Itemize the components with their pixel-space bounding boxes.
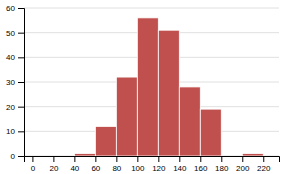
- x-tick-label: 140: [173, 164, 187, 173]
- plot: 0 20 40 60 80 100 120 140 160 180 200 220 0 10 20 30 40 5…: [6, 4, 279, 173]
- x-tick-mark: [221, 156, 222, 162]
- x-tick-label: 0: [31, 164, 36, 173]
- x-tick-mark: [242, 156, 243, 162]
- x-tick-label: 220: [257, 164, 271, 173]
- x-tick: 40: [70, 156, 79, 173]
- y-tick-label: 40: [6, 53, 15, 62]
- x-tick: 60: [91, 156, 100, 173]
- y-tick-mark: [18, 156, 24, 157]
- y-tick-label: 10: [6, 127, 15, 136]
- y-tick: 10: [6, 127, 24, 136]
- bar: [95, 126, 116, 156]
- x-axis: 0 20 40 60 80 100 120 140 160 180 200 220: [25, 156, 280, 173]
- x-tick-mark: [74, 156, 75, 162]
- x-tick-label: 200: [236, 164, 250, 173]
- x-tick: 0: [31, 156, 36, 173]
- y-tick: 40: [6, 53, 24, 62]
- y-tick-label: 50: [6, 29, 15, 38]
- chart: 0 20 40 60 80 100 120 140 160 180 200 220 0 10 20 30 40 5…: [0, 0, 289, 174]
- bar: [221, 156, 242, 157]
- bar: [74, 154, 95, 156]
- bar: [32, 156, 53, 157]
- x-tick-label: 180: [215, 164, 229, 173]
- x-tick-mark: [137, 156, 138, 162]
- x-tick-label: 120: [152, 164, 166, 173]
- y-axis: 0 10 20 30 40 50 60: [6, 4, 24, 161]
- y-tick-label: 60: [6, 4, 15, 13]
- x-tick-mark: [263, 156, 264, 162]
- grid-line: [24, 8, 279, 9]
- y-tick: 50: [6, 29, 24, 38]
- bar: [158, 30, 179, 156]
- x-tick-label: 60: [91, 164, 100, 173]
- x-tick-label: 160: [194, 164, 208, 173]
- y-tick: 0: [11, 152, 24, 161]
- x-tick-mark: [95, 156, 96, 162]
- x-tick-mark: [53, 156, 54, 162]
- bar: [137, 18, 158, 156]
- y-tick-mark: [18, 8, 24, 9]
- x-tick: 160: [194, 156, 208, 173]
- y-tick: 60: [6, 4, 24, 13]
- y-tick-mark: [18, 107, 24, 108]
- x-tick-mark: [179, 156, 180, 162]
- x-tick-label: 80: [112, 164, 121, 173]
- y-tick-label: 0: [11, 152, 16, 161]
- x-tick: 180: [215, 156, 229, 173]
- y-axis-line: [18, 9, 25, 157]
- x-tick-label: 100: [131, 164, 145, 173]
- x-tick-mark: [116, 156, 117, 162]
- x-tick-mark: [158, 156, 159, 162]
- y-tick: 20: [6, 103, 24, 112]
- bar: [179, 87, 200, 156]
- x-axis-line: [25, 157, 280, 163]
- y-tick-mark: [18, 57, 24, 58]
- x-tick: 20: [49, 156, 58, 173]
- y-tick-label: 30: [6, 78, 15, 87]
- bar: [53, 156, 74, 157]
- x-tick: 120: [152, 156, 166, 173]
- grid: [24, 8, 279, 156]
- y-tick-label: 20: [6, 103, 15, 112]
- y-tick-mark: [18, 82, 24, 83]
- bars: [74, 18, 263, 156]
- x-tick-label: 20: [49, 164, 58, 173]
- x-tick-mark: [32, 156, 33, 162]
- x-tick: 200: [236, 156, 250, 173]
- bar: [116, 77, 137, 156]
- x-tick: 100: [131, 156, 145, 173]
- bar: [200, 109, 221, 156]
- y-tick: 30: [6, 78, 24, 87]
- x-tick: 80: [112, 156, 121, 173]
- x-tick: 220: [257, 156, 271, 173]
- bar: [242, 154, 263, 156]
- x-tick-mark: [200, 156, 201, 162]
- y-tick-mark: [18, 33, 24, 34]
- x-tick: 140: [173, 156, 187, 173]
- y-tick-mark: [18, 131, 24, 132]
- x-tick-label: 40: [70, 164, 79, 173]
